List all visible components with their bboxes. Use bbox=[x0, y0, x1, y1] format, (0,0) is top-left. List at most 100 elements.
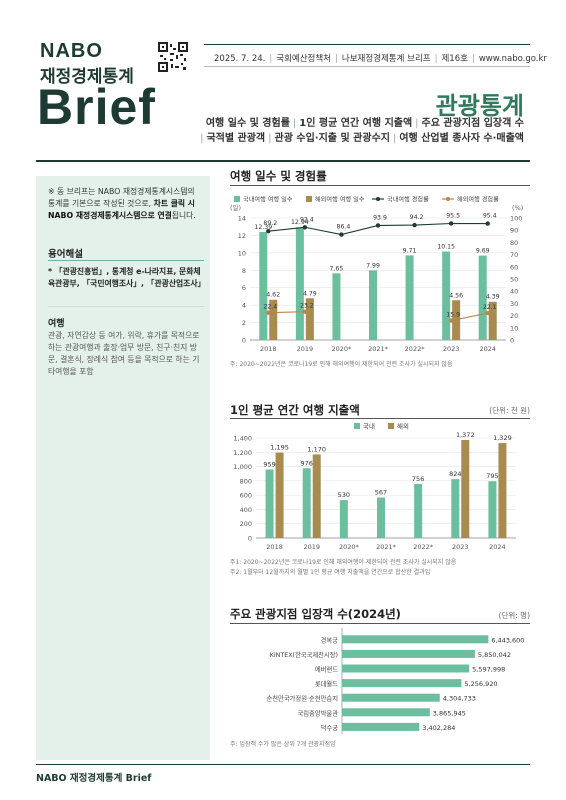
bar-domestic-spend bbox=[377, 497, 385, 538]
bar-label: 9.69 bbox=[476, 248, 490, 255]
bar-label: 5,850,042 bbox=[478, 651, 511, 659]
y-tick-label: 1,400 bbox=[233, 435, 252, 443]
y-tick-label: 800 bbox=[240, 477, 252, 485]
topic-item: 여행 산업별 종사자 수·매출액 bbox=[399, 133, 524, 144]
y-tick-label: 1,000 bbox=[233, 463, 252, 471]
y2-tick-label: 70 bbox=[510, 251, 518, 259]
x-tick-label: 2018 bbox=[266, 543, 283, 551]
bar-overseas-spend bbox=[498, 443, 507, 538]
x-tick-label: 2018 bbox=[260, 345, 277, 353]
legend-label: 국내여행 여행 일수 bbox=[243, 196, 293, 204]
x-tick-label: 2024 bbox=[479, 345, 496, 353]
x-tick-label: 2019 bbox=[303, 543, 320, 551]
bar-label: 1,195 bbox=[270, 444, 289, 452]
y-tick-label: 4 bbox=[242, 302, 246, 310]
category-label: 에버랜드 bbox=[315, 665, 338, 674]
logo-brief: Brief bbox=[37, 79, 156, 135]
legend-swatch bbox=[388, 423, 394, 429]
y2-tick-label: 100 bbox=[510, 215, 522, 223]
line-overseas-rate bbox=[451, 312, 488, 322]
bar-domestic-days bbox=[405, 255, 414, 340]
bar-label: 976 bbox=[301, 459, 313, 467]
chart1-rule bbox=[230, 185, 530, 186]
y-tick-label: 200 bbox=[240, 520, 252, 528]
category-label: 롯데월드 bbox=[315, 679, 338, 688]
website-link[interactable]: www.nabo.go.kr bbox=[478, 54, 547, 64]
chart1-title: 여행 일수 및 경험률 bbox=[230, 169, 327, 183]
point-label: 15.9 bbox=[446, 312, 460, 319]
y-tick-label: 6 bbox=[242, 284, 246, 292]
chart1[interactable]: 국내여행 여행 일수 해외여행 여행 일수 국내여행 경험률 해외여행 경험률 (일) (… bbox=[226, 190, 530, 370]
bar-label: 5,256,920 bbox=[464, 680, 497, 688]
category-label: 덕수궁 bbox=[321, 724, 339, 732]
category-label: 순천만국가정원·순천만습지 bbox=[266, 694, 338, 703]
bar-visitors bbox=[342, 679, 462, 688]
x-tick-label: 2024 bbox=[489, 543, 506, 551]
bar-domestic-spend bbox=[302, 468, 311, 538]
logo-nabo: NABO bbox=[40, 40, 103, 62]
y-tick-label: 14 bbox=[238, 215, 246, 223]
line-domestic-rate-point bbox=[485, 221, 490, 226]
point-label: 23.2 bbox=[300, 303, 314, 310]
qr-code-icon[interactable] bbox=[158, 42, 188, 72]
legend-label: 해외여행 여행 일수 bbox=[315, 196, 365, 204]
y2-tick-label: 20 bbox=[510, 312, 518, 320]
topic-item: 주요 관광지점 입장객 수 bbox=[421, 118, 524, 129]
chart3-footnote: 주: 입장객 수가 많은 상위 7개 관광지점임 bbox=[230, 741, 336, 748]
bar-label: 5,597,998 bbox=[472, 666, 505, 674]
legend-swatch bbox=[306, 196, 312, 202]
bar-label: 4,304,733 bbox=[443, 695, 476, 703]
bar-domestic-days bbox=[369, 270, 377, 340]
sidebar-panel bbox=[36, 176, 210, 760]
category-label: KINTEX(한국국제전시장) bbox=[270, 650, 338, 659]
bar-label: 1,372 bbox=[456, 431, 475, 439]
bar-domestic-days bbox=[442, 251, 451, 340]
bar-visitors bbox=[342, 664, 470, 673]
y-tick-label: 10 bbox=[238, 249, 246, 257]
chart1-footnote: 주: 2020~2022년은 코로나19로 인해 해외여행이 제한되어 관련 조… bbox=[230, 361, 453, 368]
x-tick-label: 2022* bbox=[413, 543, 434, 551]
y2-tick-label: 90 bbox=[510, 227, 518, 235]
bar-label: 959 bbox=[263, 461, 275, 469]
legend-marker bbox=[446, 197, 450, 201]
topic-item: 1인 평균 연간 여행 지출액 bbox=[299, 118, 413, 129]
line-domestic-rate-point bbox=[339, 232, 344, 237]
chart2[interactable]: 국내 해외 0 200 400 600 800 1,000 1,200 1,400 2018 959 1… bbox=[226, 420, 530, 556]
header-top-rule bbox=[204, 44, 530, 45]
sidebar-note: ※ 동 브리프는 NABO 재정경제통계시스템의 통계를 기본으로 작성된 것으… bbox=[48, 187, 196, 220]
chart2-legend: 국내 해외 bbox=[354, 422, 409, 431]
logo-subtitle: 재정경제통계 bbox=[40, 67, 134, 87]
bar-label: 4.79 bbox=[303, 290, 317, 297]
glossary-rule bbox=[48, 260, 204, 261]
bar-label: 7.99 bbox=[366, 262, 380, 269]
line-domestic-rate-point bbox=[302, 225, 308, 230]
page-title: 관광통계 bbox=[435, 92, 524, 120]
glossary-title: 용어해설 bbox=[48, 249, 83, 260]
bar-visitors bbox=[342, 649, 475, 658]
chart1-legend: 국내여행 여행 일수 해외여행 여행 일수 국내여행 경험률 해외여행 경험률 bbox=[234, 196, 499, 204]
bar-domestic-spend bbox=[488, 481, 497, 538]
chart3[interactable]: 경복궁 6,443,600 KINTEX(한국국제전시장) 5,850,042 에버랜드… bbox=[226, 628, 530, 736]
bar-overseas-days bbox=[269, 299, 278, 340]
y2-tick-label: 80 bbox=[510, 239, 518, 247]
y-tick-label: 0 bbox=[248, 535, 252, 543]
issue-date: 2025. 7. 24. bbox=[214, 54, 266, 64]
category-label: 경복궁 bbox=[321, 635, 339, 644]
bar-label: 12.39 bbox=[254, 224, 272, 231]
header-rule bbox=[36, 160, 530, 162]
category-label: 국립중앙박물관 bbox=[297, 708, 338, 717]
y2-tick-label: 50 bbox=[510, 276, 518, 284]
legend-label: 해외여행 경험률 bbox=[457, 196, 499, 204]
bar-overseas-days bbox=[488, 301, 497, 340]
point-label: 92.4 bbox=[300, 216, 314, 223]
y-tick-label: 2 bbox=[242, 319, 246, 327]
point-label: 86.4 bbox=[337, 224, 351, 231]
publisher: 국회예산정책처 bbox=[276, 54, 331, 64]
bar-domestic-days bbox=[295, 227, 304, 340]
legend-label: 국내여행 경험률 bbox=[387, 196, 429, 204]
legend-swatch bbox=[354, 423, 360, 429]
bar-visitors bbox=[342, 693, 440, 702]
legend-swatch bbox=[234, 196, 240, 202]
bar-label: 3,865,945 bbox=[433, 709, 466, 717]
right-axis-unit: (%) bbox=[512, 204, 523, 212]
